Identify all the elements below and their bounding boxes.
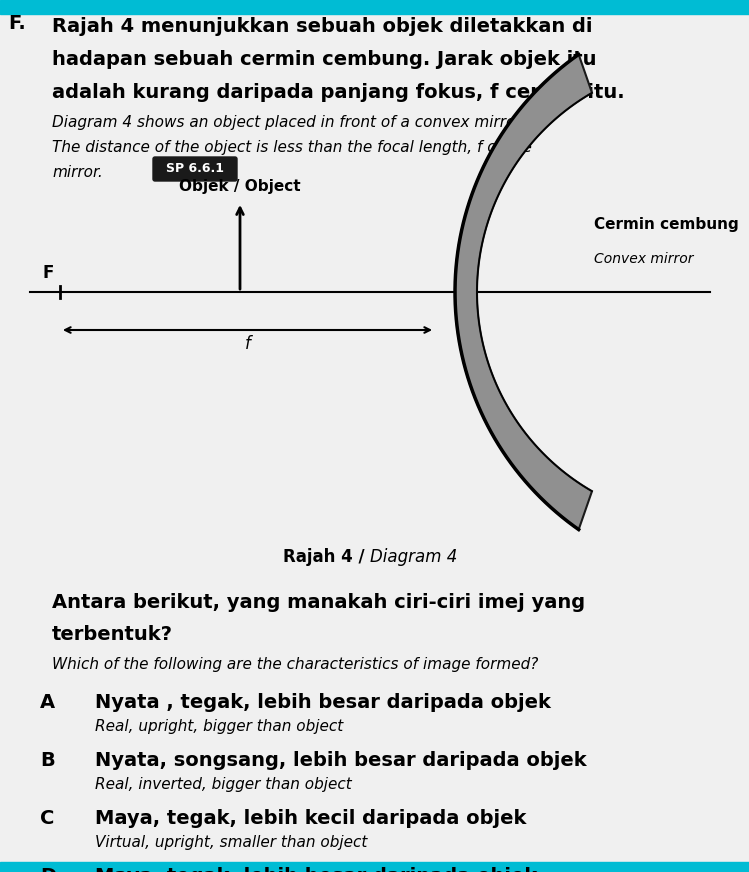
Text: SP 6.6.1: SP 6.6.1 (166, 162, 224, 175)
Text: Nyata, songsang, lebih besar daripada objek: Nyata, songsang, lebih besar daripada ob… (95, 751, 586, 770)
Text: B: B (40, 751, 55, 770)
Text: The distance of the object is less than the focal length, f of the: The distance of the object is less than … (52, 140, 532, 155)
Text: adalah kurang daripada panjang fokus, f cermin itu.: adalah kurang daripada panjang fokus, f … (52, 83, 625, 102)
Text: Virtual, upright, smaller than object: Virtual, upright, smaller than object (95, 835, 367, 849)
Text: hadapan sebuah cermin cembung. Jarak objek itu: hadapan sebuah cermin cembung. Jarak obj… (52, 50, 596, 69)
Text: Real, inverted, bigger than object: Real, inverted, bigger than object (95, 777, 352, 792)
Text: f: f (245, 335, 250, 353)
Polygon shape (455, 54, 592, 529)
Text: C: C (40, 808, 55, 828)
Text: Diagram 4: Diagram 4 (370, 548, 458, 566)
Text: Convex mirror: Convex mirror (594, 252, 693, 266)
Bar (0, 0, 749, 14)
Bar (0, 862, 749, 872)
Text: F: F (42, 264, 53, 282)
Text: A: A (40, 692, 55, 712)
Text: Real, upright, bigger than object: Real, upright, bigger than object (95, 719, 343, 733)
Text: Which of the following are the characteristics of image formed?: Which of the following are the character… (52, 657, 539, 671)
Text: Rajah 4 /: Rajah 4 / (282, 548, 370, 566)
Text: Cermin cembung: Cermin cembung (594, 217, 739, 232)
Text: Rajah 4 menunjukkan sebuah objek diletakkan di: Rajah 4 menunjukkan sebuah objek diletak… (52, 17, 592, 36)
Text: terbentuk?: terbentuk? (52, 624, 173, 644)
Text: F.: F. (8, 14, 25, 33)
Text: Objek / Object: Objek / Object (179, 179, 301, 194)
Text: D: D (40, 867, 56, 872)
Text: mirror.: mirror. (52, 165, 103, 180)
Text: Antara berikut, yang manakah ciri-ciri imej yang: Antara berikut, yang manakah ciri-ciri i… (52, 593, 585, 611)
FancyBboxPatch shape (153, 157, 237, 181)
Text: Diagram 4 shows an object placed in front of a convex mirror.: Diagram 4 shows an object placed in fron… (52, 115, 525, 130)
Text: Maya, tegak, lebih kecil daripada objek: Maya, tegak, lebih kecil daripada objek (95, 808, 527, 828)
Text: Maya, tegak, lebih besar daripada objek: Maya, tegak, lebih besar daripada objek (95, 867, 537, 872)
Text: Nyata , tegak, lebih besar daripada objek: Nyata , tegak, lebih besar daripada obje… (95, 692, 551, 712)
